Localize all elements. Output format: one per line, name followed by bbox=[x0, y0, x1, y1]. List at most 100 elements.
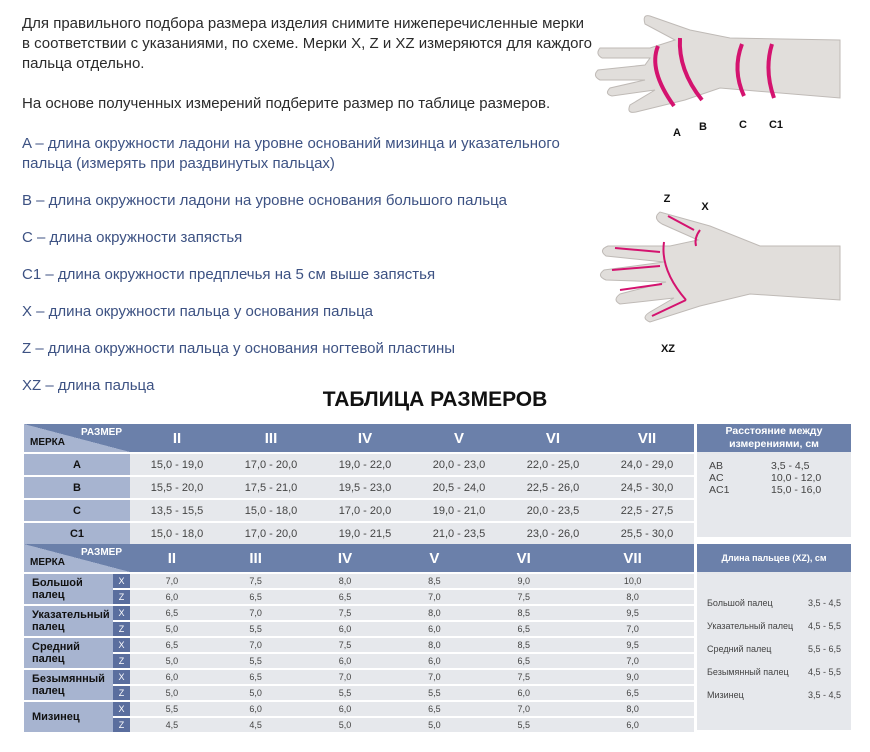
size-value: 25,5 - 30,0 bbox=[600, 523, 694, 544]
table-row: C1 15,0 - 18,0 17,0 - 20,0 19,0 - 21,5 21,0 … bbox=[24, 523, 694, 544]
table-row: Большой палец X 7,0 7,5 8,0 8,5 9,0 10,0 bbox=[24, 574, 694, 604]
measure-type: X bbox=[113, 702, 130, 716]
size-value: 7,0 bbox=[476, 702, 572, 716]
size-value: 23,0 - 26,0 bbox=[506, 523, 600, 544]
size-value: 8,0 bbox=[571, 590, 694, 604]
definition-item: X – длина окружности пальца у основания … bbox=[22, 303, 374, 320]
size-value: 7,0 bbox=[213, 606, 298, 620]
size-value: 5,0 bbox=[130, 654, 214, 668]
size-value: 24,0 - 29,0 bbox=[600, 454, 694, 475]
distance-key: AC1 bbox=[709, 484, 730, 496]
distance-row: AB 3,5 - 4,5 bbox=[709, 460, 841, 472]
corner-header: РАЗМЕР МЕРКА bbox=[24, 544, 130, 572]
measure-type: Z bbox=[113, 622, 130, 636]
measure-arc-c1 bbox=[766, 43, 776, 99]
size-column-header: VI bbox=[476, 544, 572, 572]
size-value: 17,0 - 20,0 bbox=[224, 454, 318, 475]
size-header-label: РАЗМЕР bbox=[81, 427, 122, 438]
size-value: 7,5 bbox=[476, 590, 572, 604]
finger-length-value: 5,5 - 6,5 bbox=[807, 644, 841, 654]
intro-text: Для правильного подбора размера изделия … bbox=[22, 14, 592, 134]
measure-arc-b bbox=[677, 37, 704, 102]
size-value: 19,0 - 21,0 bbox=[412, 500, 506, 521]
size-value: 5,5 bbox=[476, 718, 572, 732]
finger-length-value: 3,5 - 4,5 bbox=[807, 690, 841, 700]
measure-type: X bbox=[113, 606, 130, 620]
size-value: 20,5 - 24,0 bbox=[412, 477, 506, 498]
hand-measure-diagram-bottom: Z X XZ bbox=[600, 193, 841, 355]
size-value: 5,5 bbox=[130, 702, 214, 716]
size-value: 6,0 bbox=[392, 622, 477, 636]
measure-type: Z bbox=[113, 590, 130, 604]
size-value: 7,5 bbox=[213, 574, 298, 588]
size-value: 19,0 - 21,5 bbox=[318, 523, 412, 544]
size-value: 9,5 bbox=[571, 606, 694, 620]
size-value: 8,0 bbox=[392, 638, 477, 652]
finger-length-row: Средний палец 5,5 - 6,5 bbox=[707, 638, 841, 661]
label-c: C bbox=[739, 119, 747, 131]
finger-length-row: Мизинец 3,5 - 4,5 bbox=[707, 684, 841, 707]
size-value: 17,0 - 20,0 bbox=[318, 500, 412, 521]
size-value: 4,5 bbox=[130, 718, 214, 732]
size-header-label: РАЗМЕР bbox=[81, 547, 122, 558]
measure-type: Z bbox=[113, 686, 130, 700]
measure-label: C1 bbox=[24, 523, 130, 544]
size-value: 5,5 bbox=[213, 622, 298, 636]
measure-label: C bbox=[24, 500, 130, 521]
definition-item: Z – длина окружности пальца у основания … bbox=[22, 340, 456, 357]
measure-type: Z bbox=[113, 718, 130, 732]
size-table-hand: РАЗМЕР МЕРКА II III IV V VI VII A 15,0 - 19,0 17,0… bbox=[24, 422, 694, 546]
size-value: 24,5 - 30,0 bbox=[600, 477, 694, 498]
measure-label: A bbox=[24, 454, 130, 475]
finger-length-value: 4,5 - 5,5 bbox=[807, 621, 841, 631]
size-value: 5,5 bbox=[392, 686, 477, 700]
table-row: Z 6,0 6,5 6,5 7,0 7,5 8,0 bbox=[24, 590, 694, 604]
size-value: 6,5 bbox=[476, 622, 572, 636]
size-value: 19,5 - 23,0 bbox=[318, 477, 412, 498]
size-value: 6,0 bbox=[297, 622, 393, 636]
page-title: ТАБЛИЦА РАЗМЕРОВ bbox=[322, 388, 548, 411]
size-value: 8,5 bbox=[476, 638, 572, 652]
measure-type: X bbox=[113, 638, 130, 652]
size-value: 8,5 bbox=[476, 606, 572, 620]
size-column-header: III bbox=[224, 424, 318, 452]
size-column-header: VII bbox=[571, 544, 694, 572]
finger-name: Безымянный палец bbox=[707, 667, 789, 677]
table-row: Мизинец X 5,5 6,0 6,0 6,5 7,0 8,0 bbox=[24, 702, 694, 732]
size-value: 8,0 bbox=[392, 606, 477, 620]
table-row: Указательный палец X 6,5 7,0 7,5 8,0 8,5 9,5 bbox=[24, 606, 694, 636]
size-value: 7,0 bbox=[130, 574, 214, 588]
size-value: 15,5 - 20,0 bbox=[130, 477, 224, 498]
table-row: Z 5,0 5,0 5,5 5,5 6,0 6,5 bbox=[24, 686, 694, 700]
size-value: 6,0 bbox=[130, 590, 214, 604]
label-a: A bbox=[673, 127, 681, 139]
finger-label: Средний палец bbox=[24, 638, 113, 668]
size-value: 6,5 bbox=[476, 654, 572, 668]
size-column-header: II bbox=[130, 544, 214, 572]
size-value: 21,0 - 23,5 bbox=[412, 523, 506, 544]
finger-label: Мизинец bbox=[24, 702, 113, 732]
size-value: 6,0 bbox=[297, 654, 393, 668]
distance-row: AC 10,0 - 12,0 bbox=[709, 472, 841, 484]
size-value: 15,0 - 19,0 bbox=[130, 454, 224, 475]
size-value: 20,0 - 23,5 bbox=[506, 500, 600, 521]
size-value: 8,0 bbox=[571, 702, 694, 716]
distance-value: 15,0 - 16,0 bbox=[771, 484, 822, 496]
size-value: 8,0 bbox=[297, 574, 393, 588]
size-value: 7,0 bbox=[571, 622, 694, 636]
size-value: 7,0 bbox=[213, 638, 298, 652]
size-value: 6,5 bbox=[297, 590, 393, 604]
distances-title: Расстояние между измерениями, см bbox=[697, 424, 851, 452]
corner-header: РАЗМЕР МЕРКА bbox=[24, 424, 130, 452]
finger-label: Указательный палец bbox=[24, 606, 113, 636]
size-value: 22,5 - 26,0 bbox=[506, 477, 600, 498]
finger-name: Средний палец bbox=[707, 644, 772, 654]
size-value: 6,0 bbox=[392, 654, 477, 668]
size-value: 6,0 bbox=[476, 686, 572, 700]
size-value: 17,0 - 20,0 bbox=[224, 523, 318, 544]
finger-name: Большой палец bbox=[707, 598, 773, 608]
size-value: 6,0 bbox=[130, 670, 214, 684]
measure-header-label: МЕРКА bbox=[30, 437, 65, 448]
size-value: 5,0 bbox=[213, 686, 298, 700]
size-column-header: VI bbox=[506, 424, 600, 452]
